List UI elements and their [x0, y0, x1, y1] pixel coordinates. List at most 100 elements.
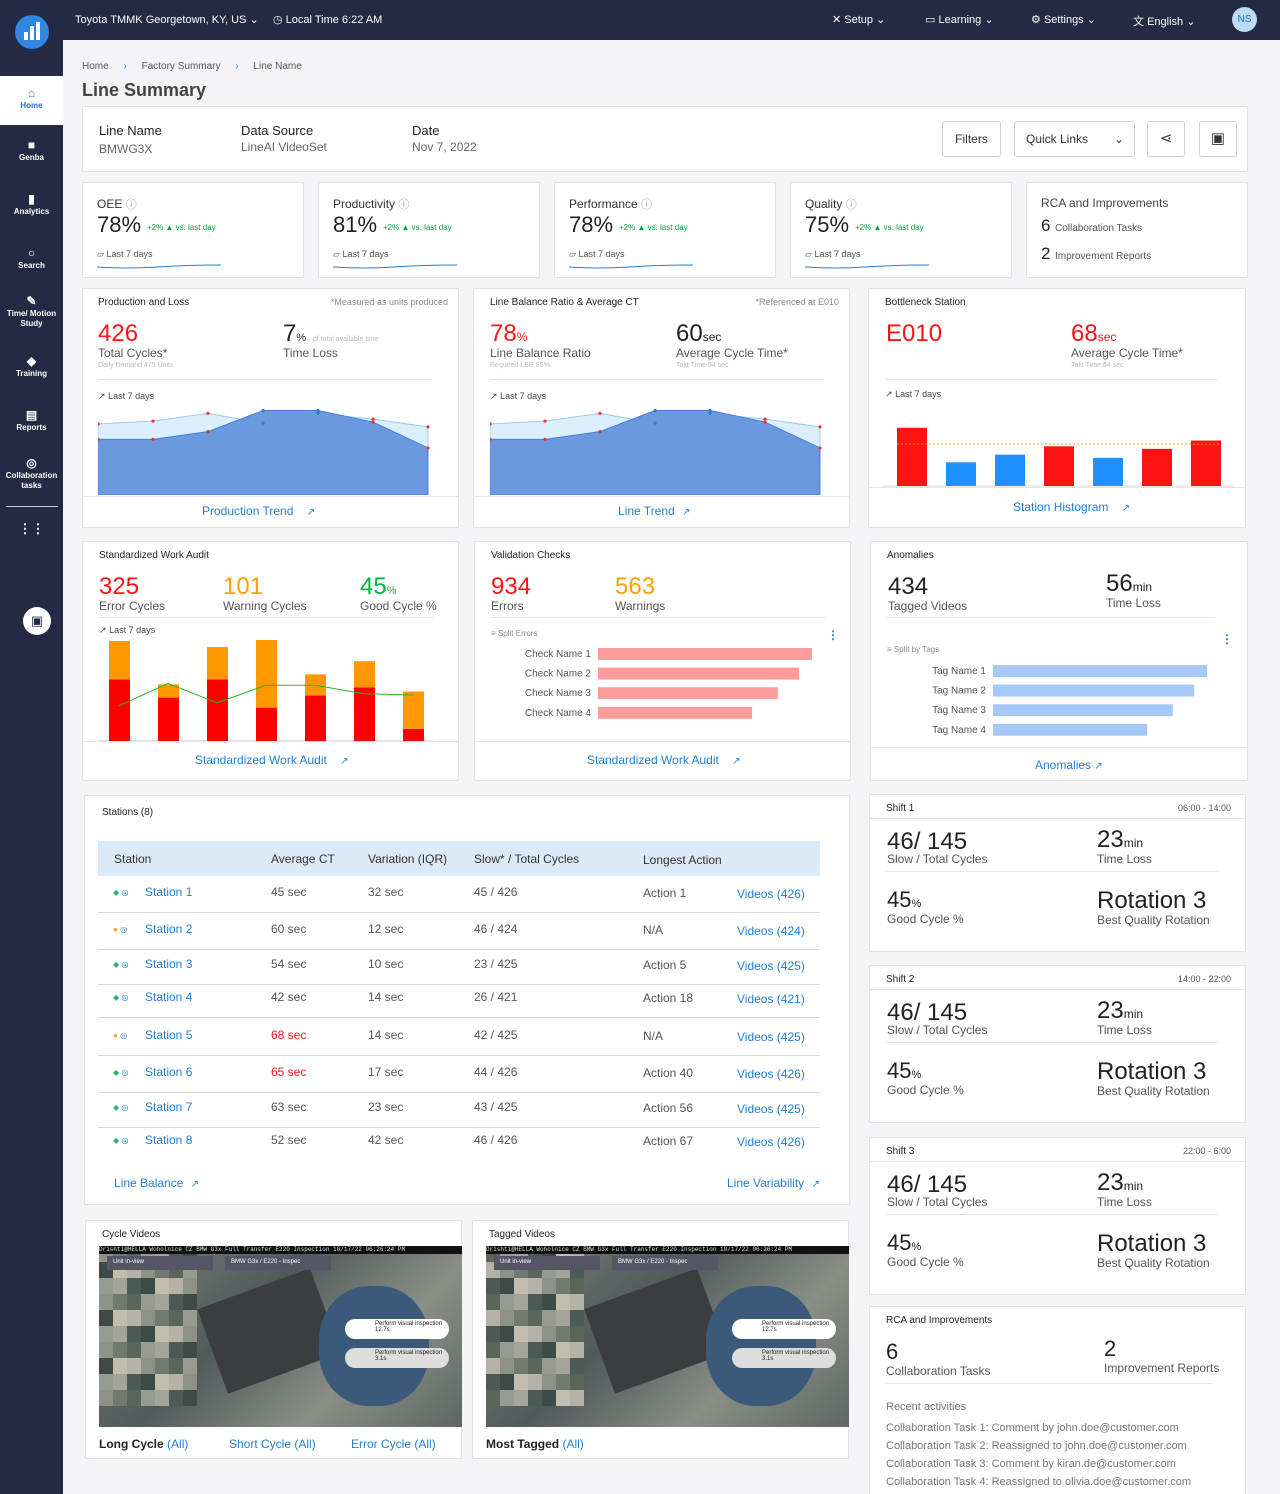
swa-link-2[interactable]: Standardized Work Audit ↗: [587, 753, 741, 767]
help-book-icon[interactable]: ▣: [23, 607, 51, 635]
apps-grid-icon[interactable]: ⋮⋮: [18, 521, 45, 536]
sidebar-item-reports[interactable]: ▤ Reports: [0, 409, 63, 433]
swa-link[interactable]: Standardized Work Audit ↗: [195, 753, 349, 767]
videos-link[interactable]: Videos (424): [737, 924, 805, 938]
shift-card: Shift 1 06:00 - 14:00 46/ 145 Slow / Tot…: [869, 794, 1246, 952]
anomalies-link[interactable]: Anomalies ↗: [1035, 758, 1103, 772]
unit-in-view-select[interactable]: Unit in-view: [107, 1256, 213, 1270]
rca-collab-label[interactable]: Collaboration Tasks: [1055, 223, 1143, 234]
step-pill[interactable]: Perform visual inspection 3.1s: [345, 1348, 449, 1368]
eye-icon[interactable]: ◎: [121, 993, 129, 1002]
eye-icon[interactable]: ◎: [121, 960, 129, 969]
collab-label[interactable]: Collaboration Tasks: [886, 1364, 991, 1378]
long-cycle-link[interactable]: Long Cycle (All): [99, 1437, 189, 1451]
breadcrumb-factory[interactable]: Factory Summary: [141, 61, 221, 72]
kpi-card[interactable]: OEE ⓘ 78% +2% ▲ vs. last day ▱ Last 7 da…: [82, 182, 304, 278]
line-balance-link[interactable]: Line Balance ↗: [114, 1176, 200, 1190]
short-cycle-link[interactable]: Short Cycle (All): [229, 1437, 316, 1451]
iqr-cell: 42 sec: [368, 1133, 404, 1147]
kpi-card[interactable]: Performance ⓘ 78% +2% ▲ vs. last day ▱ L…: [554, 182, 776, 278]
eye-icon[interactable]: ◎: [121, 1068, 129, 1077]
avatar[interactable]: NS: [1232, 7, 1257, 32]
station-link[interactable]: Station 4: [145, 990, 193, 1004]
best-rotation-label: Best Quality Rotation: [1097, 1084, 1210, 1098]
station-link[interactable]: Station 7: [145, 1100, 193, 1114]
settings-menu[interactable]: ⚙ Settings ⌄: [1031, 14, 1096, 26]
quick-links-select[interactable]: Quick Links ⌄: [1014, 121, 1135, 157]
eye-icon[interactable]: ◎: [121, 1103, 129, 1112]
step-pill[interactable]: Perform visual inspection 12.7s: [732, 1319, 836, 1339]
info-icon[interactable]: ⓘ: [641, 199, 653, 211]
videos-link[interactable]: Videos (426): [737, 1135, 805, 1149]
location-selector[interactable]: Toyota TMMK Georgetown, KY, US ⌄: [75, 14, 259, 26]
videos-link[interactable]: Videos (425): [737, 1030, 805, 1044]
rca-report-label[interactable]: Improvement Reports: [1055, 251, 1152, 262]
sidebar-item-training[interactable]: ◆ Training: [0, 355, 63, 379]
station-link[interactable]: Station 6: [145, 1065, 193, 1079]
station-histogram-link[interactable]: Station Histogram ↗: [1013, 500, 1131, 514]
error-cycle-link[interactable]: Error Cycle (All): [351, 1437, 436, 1451]
unit-in-view-select[interactable]: Unit in-view: [494, 1256, 600, 1270]
setup-menu[interactable]: ✕ Setup ⌄: [832, 14, 886, 26]
column-header[interactable]: Longest Action: [643, 853, 722, 867]
step-pill[interactable]: Perform visual inspection 3.1s: [732, 1348, 836, 1368]
sidebar-item-home[interactable]: ⌂ Home: [0, 76, 63, 125]
videos-link[interactable]: Videos (425): [737, 959, 805, 973]
share-button[interactable]: ⋖: [1147, 121, 1185, 157]
line-trend-link[interactable]: Line Trend ↗: [618, 504, 691, 518]
activity-item[interactable]: Collaboration Task 3: Comment by kiran.d…: [886, 1458, 1176, 1470]
shift-title: Shift 3: [886, 1146, 915, 1157]
learning-menu[interactable]: ▭ Learning ⌄: [925, 14, 994, 26]
station-link[interactable]: Station 5: [145, 1028, 193, 1042]
production-trend-link[interactable]: Production Trend ↗: [202, 504, 316, 518]
sidebar-item-search[interactable]: ○ Search: [0, 247, 63, 271]
period-label: ↗ Last 7 days: [98, 391, 155, 401]
activity-item[interactable]: Collaboration Task 2: Reassigned to john…: [886, 1440, 1187, 1452]
column-header[interactable]: Station: [114, 852, 152, 866]
app-logo[interactable]: [15, 15, 49, 49]
eye-icon[interactable]: ◎: [120, 1031, 128, 1040]
column-header[interactable]: Variation (IQR): [368, 852, 448, 866]
status-indicator: ◆ ◎: [113, 1136, 129, 1145]
videos-link[interactable]: Videos (425): [737, 1102, 805, 1116]
eye-icon[interactable]: ◎: [121, 1136, 129, 1145]
save-button[interactable]: ▣: [1199, 121, 1237, 157]
tag-select[interactable]: BMW G3x / E220 - Inspec: [612, 1256, 718, 1270]
language-menu[interactable]: 文 English ⌄: [1133, 16, 1196, 28]
kpi-card[interactable]: Productivity ⓘ 81% +2% ▲ vs. last day ▱ …: [318, 182, 540, 278]
info-icon[interactable]: ⓘ: [125, 199, 137, 211]
station-link[interactable]: Station 3: [145, 957, 193, 971]
filters-button[interactable]: Filters: [942, 121, 1001, 157]
column-header[interactable]: Average CT: [271, 852, 335, 866]
report-label[interactable]: Improvement Reports: [1104, 1361, 1220, 1375]
sidebar-item-collaboration[interactable]: ◎ Collaboration tasks: [0, 457, 63, 491]
column-header[interactable]: Slow* / Total Cycles: [474, 852, 580, 866]
video-thumbnail[interactable]: Drishti@HELLA Woholnice CZ BMW G3x Full …: [99, 1246, 462, 1427]
video-thumbnail[interactable]: Drishti@HELLA Woholnice CZ BMW G3x Full …: [486, 1246, 849, 1427]
more-options-icon[interactable]: ⋮: [1221, 632, 1233, 646]
data-point: [151, 437, 155, 441]
sidebar-item-genba[interactable]: ■ Genba: [0, 139, 63, 163]
eye-icon[interactable]: ◎: [121, 888, 129, 897]
tag-select[interactable]: BMW G3x / E220 - Inspec: [225, 1256, 331, 1270]
videos-link[interactable]: Videos (421): [737, 992, 805, 1006]
data-point: [371, 420, 375, 424]
videos-link[interactable]: Videos (426): [737, 887, 805, 901]
line-variability-link[interactable]: Line Variability ↗: [727, 1176, 820, 1190]
videos-link[interactable]: Videos (426): [737, 1067, 805, 1081]
sidebar-item-analytics[interactable]: ▮ Analytics: [0, 193, 63, 217]
eye-icon[interactable]: ◎: [120, 925, 128, 934]
info-icon[interactable]: ⓘ: [845, 199, 857, 211]
step-pill[interactable]: Perform visual inspection 12.7s: [345, 1319, 449, 1339]
station-link[interactable]: Station 2: [145, 922, 193, 936]
activity-item[interactable]: Collaboration Task 1: Comment by john.do…: [886, 1422, 1179, 1434]
station-link[interactable]: Station 1: [145, 885, 193, 899]
activity-item[interactable]: Collaboration Task 4: Reassigned to oliv…: [886, 1476, 1192, 1488]
info-icon[interactable]: ⓘ: [398, 199, 410, 211]
station-link[interactable]: Station 8: [145, 1133, 193, 1147]
sidebar-item-time-motion[interactable]: ✎ Time/ Motion Study: [0, 295, 63, 329]
kpi-card[interactable]: Quality ⓘ 75% +2% ▲ vs. last day ▱ Last …: [790, 182, 1012, 278]
more-options-icon[interactable]: ⋮: [827, 628, 839, 642]
most-tagged-link[interactable]: Most Tagged (All): [486, 1437, 584, 1451]
breadcrumb-home[interactable]: Home: [82, 61, 109, 72]
